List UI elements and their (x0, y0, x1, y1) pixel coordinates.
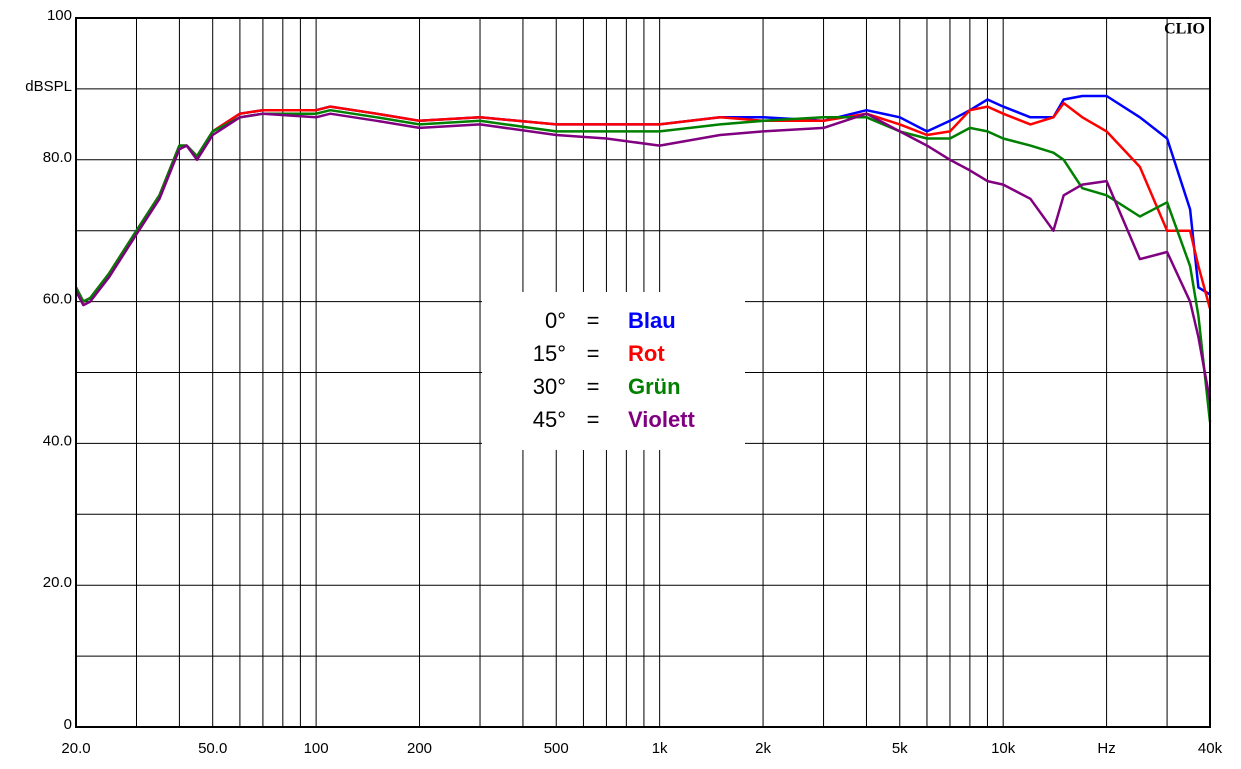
legend-separator: = (587, 308, 600, 333)
y-tick-label: 40.0 (43, 432, 72, 449)
legend-separator: = (587, 407, 600, 432)
y-tick-label: 0 (64, 716, 72, 733)
x-tick-label: Hz (1097, 740, 1115, 757)
y-tick-label: 80.0 (43, 149, 72, 166)
legend-angle: 0° (545, 308, 566, 333)
legend-separator: = (587, 341, 600, 366)
y-tick-label: 20.0 (43, 574, 72, 591)
legend-name: Grün (628, 374, 681, 399)
x-tick-label: 500 (544, 740, 569, 757)
x-tick-label: 100 (304, 740, 329, 757)
watermark: CLIO (1164, 21, 1205, 38)
x-tick-label: 50.0 (198, 740, 227, 757)
y-tick-label: dBSPL (25, 78, 72, 95)
y-tick-label: 100 (47, 7, 72, 24)
legend-name: Blau (628, 308, 676, 333)
legend-angle: 30° (533, 374, 566, 399)
series-line (74, 112, 1212, 402)
series-lines (74, 94, 1212, 423)
legend-angle: 15° (533, 341, 566, 366)
plot-frame (75, 17, 1211, 728)
legend-name: Violett (628, 407, 696, 432)
x-tick-label: 20.0 (61, 740, 90, 757)
legend: 0° = Blau 15° = Rot 30° = Grün 45° = Violett (533, 308, 696, 432)
legend-separator: = (587, 374, 600, 399)
x-tick-label: 40k (1198, 740, 1223, 757)
series-line (74, 108, 1212, 423)
x-tick-label: 2k (755, 740, 771, 757)
legend-angle: 45° (533, 407, 566, 432)
legend-box (482, 292, 745, 450)
x-tick-label: 1k (652, 740, 668, 757)
x-tick-label: 10k (991, 740, 1016, 757)
x-tick-label: 5k (892, 740, 908, 757)
legend-name: Rot (628, 341, 665, 366)
x-tick-label: 200 (407, 740, 432, 757)
y-tick-label: 60.0 (43, 291, 72, 308)
